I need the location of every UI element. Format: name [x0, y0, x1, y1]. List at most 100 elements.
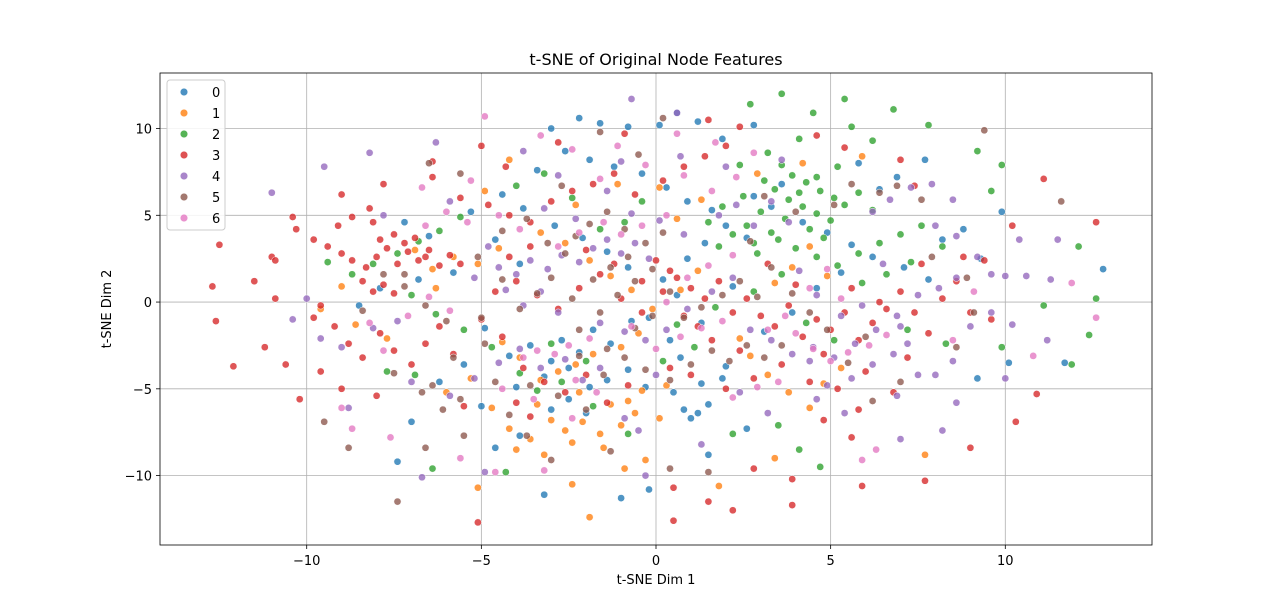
data-point [515, 260, 524, 268]
data-point [903, 353, 912, 362]
data-point [826, 357, 835, 365]
data-point [515, 431, 524, 440]
data-point [767, 197, 776, 206]
data-point [379, 280, 388, 289]
data-point [494, 211, 503, 220]
data-point [561, 355, 570, 364]
data-point [1039, 175, 1048, 183]
data-point [428, 265, 437, 273]
data-point [435, 378, 444, 386]
data-point [446, 391, 454, 400]
data-point [571, 201, 580, 209]
data-point [694, 266, 702, 275]
data-point [543, 239, 552, 247]
data-point [554, 242, 563, 251]
data-point [474, 260, 482, 268]
data-point [428, 381, 437, 390]
data-point [763, 325, 772, 334]
data-point [491, 468, 500, 476]
data-point [432, 138, 440, 147]
data-point [812, 395, 821, 404]
data-point [966, 443, 975, 452]
data-point [487, 404, 496, 412]
data-point [784, 195, 793, 204]
data-point [795, 266, 804, 275]
series-3 [208, 116, 1100, 527]
data-point [676, 152, 685, 161]
data-point [917, 221, 926, 230]
data-point [882, 331, 891, 339]
data-point [648, 305, 657, 313]
data-point [519, 147, 528, 155]
data-point [697, 440, 706, 449]
data-point [435, 227, 444, 235]
data-point [666, 376, 674, 384]
data-point [715, 482, 723, 490]
data-point [421, 253, 430, 261]
legend-marker [179, 87, 189, 97]
data-point [603, 187, 611, 195]
data-point [557, 336, 566, 345]
data-point [819, 234, 828, 242]
data-point [512, 181, 521, 190]
data-point [896, 322, 905, 331]
data-point [316, 367, 325, 376]
data-point [697, 379, 706, 388]
data-point [554, 391, 563, 400]
data-point [914, 371, 922, 379]
data-point [739, 192, 748, 201]
data-point [662, 325, 671, 334]
data-point [320, 162, 329, 171]
data-point [749, 464, 758, 473]
data-point [292, 225, 301, 234]
data-point [337, 404, 346, 412]
data-point [882, 305, 891, 313]
data-point [554, 138, 563, 147]
data-point [847, 240, 856, 249]
data-point [872, 325, 880, 334]
data-point [641, 161, 650, 169]
data-point [959, 225, 968, 234]
data-point [547, 416, 556, 424]
data-point [589, 275, 597, 284]
x-tick-label: −10 [293, 554, 320, 569]
data-point [543, 265, 552, 273]
data-point [1085, 331, 1093, 339]
data-point [805, 242, 814, 251]
data-point [788, 350, 797, 358]
data-point [652, 256, 660, 265]
data-point [596, 119, 604, 128]
data-point [735, 122, 744, 131]
data-point [330, 322, 339, 331]
data-point [826, 216, 835, 225]
data-point [924, 275, 933, 284]
data-point [498, 227, 507, 235]
data-point [798, 332, 807, 341]
data-point [823, 272, 832, 280]
data-point [662, 298, 671, 306]
data-point [1053, 235, 1062, 244]
data-point [1092, 218, 1100, 227]
data-point [861, 332, 870, 341]
data-point [460, 402, 468, 411]
data-point [316, 301, 325, 310]
data-point [337, 384, 346, 393]
data-point [425, 293, 433, 301]
data-point [411, 234, 419, 242]
data-point [718, 202, 727, 211]
data-point [949, 357, 957, 365]
data-point [812, 253, 821, 261]
data-point [547, 273, 556, 282]
data-point [1099, 265, 1107, 273]
data-point [369, 287, 377, 296]
x-tick-label: −5 [472, 554, 491, 569]
data-point [847, 433, 856, 442]
data-point [805, 404, 814, 412]
data-point [606, 272, 615, 280]
data-point [823, 265, 832, 273]
data-point [868, 253, 877, 261]
data-point [921, 450, 929, 459]
data-point [742, 341, 751, 350]
data-point [620, 464, 629, 473]
data-point [763, 371, 772, 379]
